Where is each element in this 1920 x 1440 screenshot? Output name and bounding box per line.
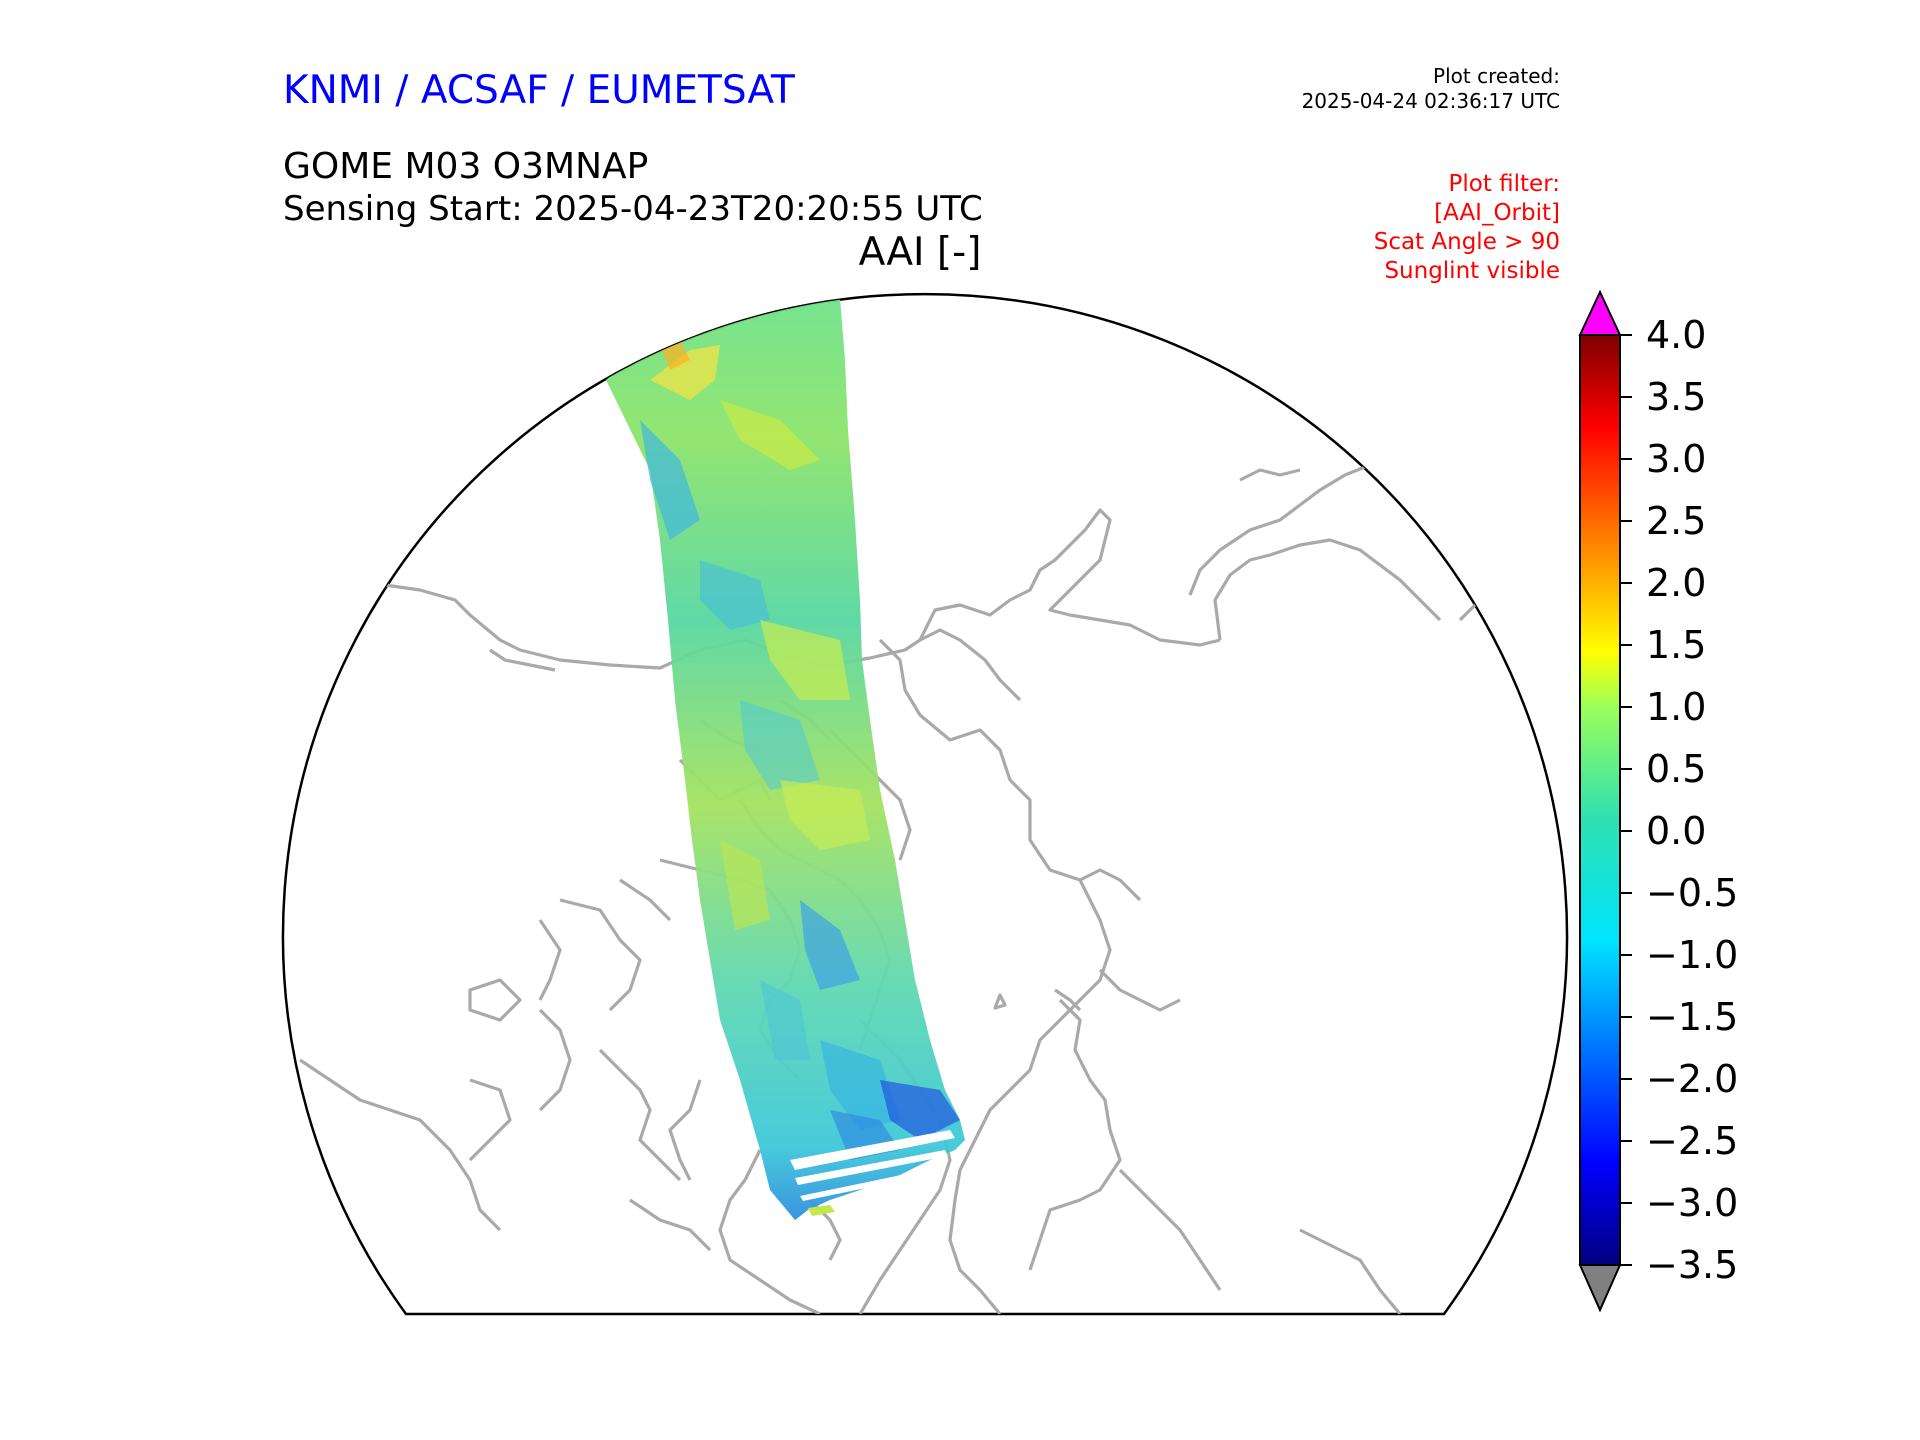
colorbar-tick-label: 1.5: [1646, 623, 1706, 667]
filter-line: [AAI_Orbit]: [1434, 200, 1560, 226]
colorbar-under-arrow: [1578, 1264, 1622, 1313]
colorbar-tick-label: −1.5: [1646, 995, 1738, 1039]
map-title: AAI [-]: [858, 230, 982, 275]
plot-filter: Plot filter: [AAI_Orbit] Scat Angle > 90…: [1374, 170, 1560, 286]
colorbar-tick-label: 3.5: [1646, 375, 1706, 419]
plot-created-label: Plot created:: [1433, 64, 1560, 88]
organisation-title: KNMI / ACSAF / EUMETSAT: [283, 68, 795, 113]
filter-line: Scat Angle > 90: [1373, 229, 1560, 255]
colorbar-tick-label: 0.5: [1646, 747, 1706, 791]
plot-created: Plot created: 2025-04-24 02:36:17 UTC: [1302, 64, 1560, 114]
colorbar-tick-label: 0.0: [1646, 809, 1706, 853]
colorbar-tick-label: −2.5: [1646, 1119, 1738, 1163]
sensing-start: Sensing Start: 2025-04-23T20:20:55 UTC: [283, 189, 983, 229]
swath: [606, 298, 965, 1220]
colorbar-tick-label: 3.0: [1646, 437, 1706, 481]
colorbar-tick-label: 2.0: [1646, 561, 1706, 605]
colorbar-tick-label: −0.5: [1646, 871, 1738, 915]
plot-created-value: 2025-04-24 02:36:17 UTC: [1301, 89, 1560, 113]
colorbar-tick-label: 1.0: [1646, 685, 1706, 729]
colorbar-tick-label: −3.5: [1646, 1243, 1738, 1287]
filter-line: Plot filter:: [1448, 171, 1560, 197]
map-boundary: [281, 292, 1569, 1316]
colorbar-tick-label: −3.0: [1646, 1181, 1738, 1225]
colorbar: 4.0 3.5 3.0 2.5 2.0 1.5 1.0 0.5 0.0 −0.5 −1.0 −1.5 −…: [1578, 289, 1738, 1313]
colorbar-gradient: [1579, 334, 1621, 1266]
colorbar-over-arrow: [1578, 289, 1622, 336]
filter-line: Sunglint visible: [1384, 258, 1560, 284]
colorbar-tick-label: 2.5: [1646, 499, 1706, 543]
product-title: GOME M03 O3MNAP: [283, 146, 649, 187]
colorbar-tick-label: −1.0: [1646, 933, 1738, 977]
colorbar-tick-label: −2.0: [1646, 1057, 1738, 1101]
colorbar-tick-label: 4.0: [1646, 313, 1706, 357]
